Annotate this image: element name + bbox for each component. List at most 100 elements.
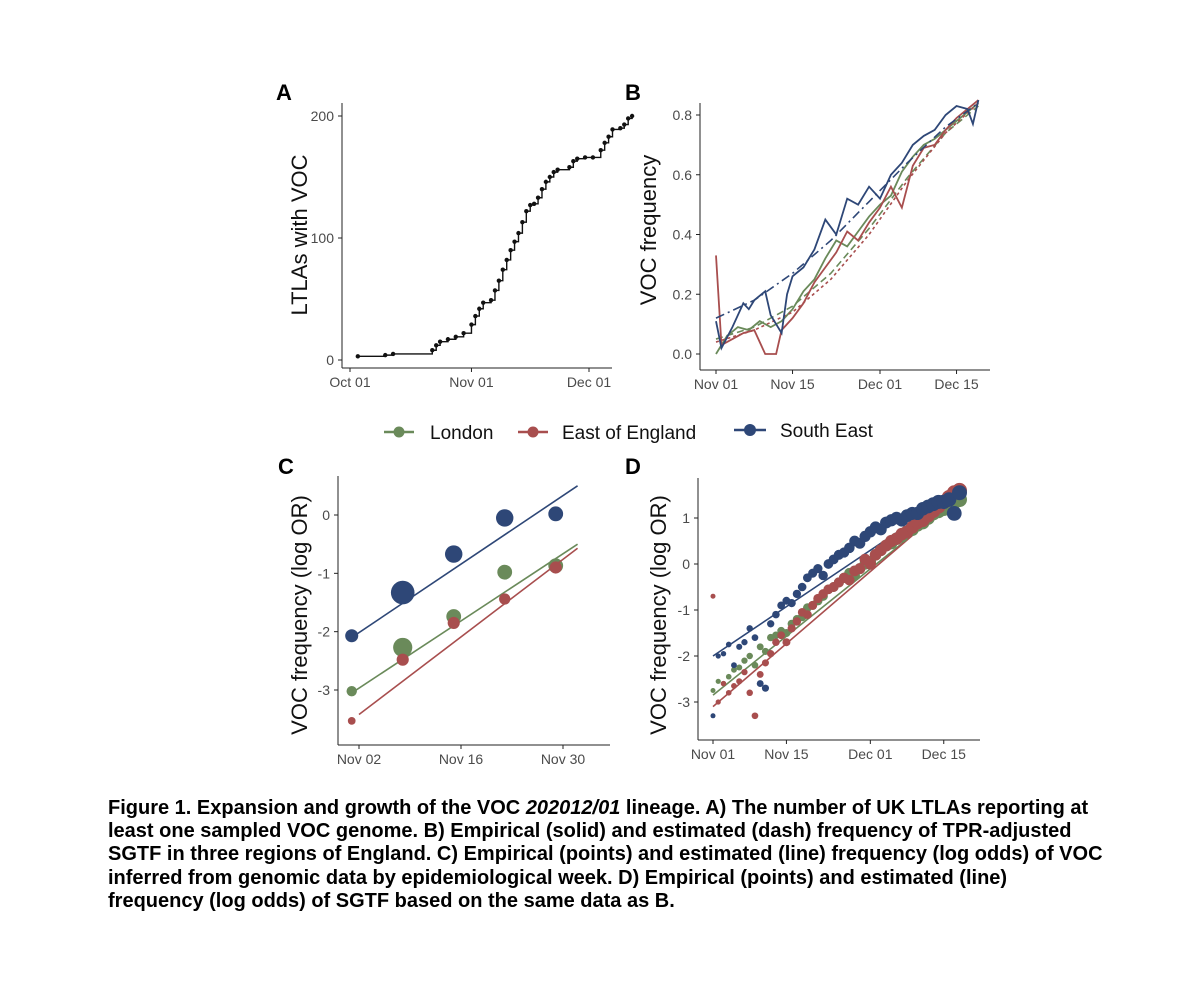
panel-a-point [524,208,529,214]
panel-a-point [520,219,525,225]
panel-a-label: A [276,80,292,105]
panel-b-ylabel: VOC frequency [636,155,661,305]
panel-b-y-tick: 0.2 [673,286,693,302]
panel-a-point [445,337,451,342]
panel-a-point [477,306,482,311]
panel-b-chart: B VOC frequency Nov 01 Nov 15 Dec 01 Dec 15… [625,80,990,392]
panel-a-point [355,354,361,359]
panel-d-point-east-of-england [715,699,721,705]
panel-a-point [606,134,611,139]
panel-c-fit-line-south-east [351,485,579,639]
panel-d-point-east-of-england [802,610,812,620]
panel-b-fitted-line-east-of-england [715,102,979,343]
panel-b-x-tick: Dec 01 [858,376,903,392]
panel-d-point-south-east [792,589,802,599]
panel-d-point-east-of-england [731,682,737,689]
panel-a-point [508,248,513,253]
panel-a-x-tick: Dec 01 [567,374,612,390]
panel-d-point-east-of-england [777,631,786,640]
panel-a-point [551,169,556,175]
panel-c-y-tick: -2 [318,624,331,640]
panel-d-x-tick: Nov 15 [764,746,809,762]
panel-d-point-london [731,666,737,673]
panel-c-label: C [278,454,294,479]
panel-c-y-tick: -1 [318,565,331,581]
panel-d-y-tick: 0 [682,556,690,572]
legend-label-east: East of England [562,423,696,444]
panel-b-x-tick: Nov 01 [694,376,739,392]
panel-d-y-tick: 1 [682,510,690,526]
panel-c-point-east-of-england [549,561,562,574]
panel-c-point-south-east [495,509,514,527]
legend-item-south-east: South East [734,421,874,442]
panel-d-point-east-of-england [736,678,743,685]
panel-a-point [492,288,498,293]
panel-c-point-south-east [390,580,415,605]
panel-a-step-line [357,116,633,358]
panel-d-point-east-of-england [767,650,775,658]
legend-item-east-of-england: East of England [518,423,696,444]
panel-d-point-london [751,661,759,669]
panel-d-point-london [736,664,743,671]
panel-d-y-tick: -2 [678,648,691,664]
panel-a-point [555,167,560,172]
panel-b-fitted-line-south-east [715,102,979,319]
panel-d-point-south-east [767,620,775,628]
caption-text: lineage. A) The number of UK LTLAs repor… [108,797,1103,912]
panel-b-y-tick: 0.8 [673,107,693,123]
panel-b-observed-line-london [715,102,979,355]
panel-d-point-east-of-england [844,574,855,586]
panel-d-point-south-east [710,713,716,719]
panel-a-point [437,339,443,344]
panel-d-point-south-east [756,680,764,688]
panel-d-point-south-east [736,643,743,650]
panel-a-point [598,147,603,153]
panel-d-point-south-east [751,634,759,641]
panel-c-y-tick: 0 [322,507,330,523]
panel-d-y-tick: -1 [678,602,691,618]
panel-b-x-tick: Nov 15 [770,376,815,392]
figure-caption: Figure 1. Expansion and growth of the VO… [108,797,1108,913]
panel-d-point-south-east [761,684,770,692]
panel-a-point [567,165,572,170]
panel-a-point [473,313,478,319]
legend-dot-london [393,426,405,438]
panel-c-point-south-east [444,545,463,563]
panel-a-point [571,158,576,164]
panel-c-fit-line-london [351,543,579,694]
panel-a-point [622,122,627,127]
panel-b-y-tick: 0.4 [673,227,693,243]
panel-a-point [547,174,553,180]
caption-lead: Figure 1. Expansion and growth of the VO… [108,797,526,819]
panel-a-point [481,300,486,305]
panel-d-point-south-east [772,610,780,619]
panel-a-x-tick: Nov 01 [449,374,494,390]
panel-c-point-london [393,637,413,658]
panel-c-point-london [346,685,357,697]
panel-a-point [539,187,545,192]
panel-a-point [469,322,474,327]
panel-d-x-tick: Dec 01 [848,746,893,762]
panel-c-fit-line-east-of-england [358,547,579,716]
panel-a-point [602,140,607,146]
panel-b-y-tick: 0.6 [673,167,693,183]
panel-b-label: B [625,80,641,105]
panel-d-point-east-of-england [725,689,732,696]
panel-c-point-south-east [345,629,359,643]
panel-d-point-south-east [720,650,727,657]
panel-b-y-tick: 0.0 [673,346,693,362]
panel-d-point-london [756,643,764,651]
panel-d-y-tick: -3 [678,694,691,710]
panel-b-fitted-line-london [715,105,979,340]
panel-d-label: D [625,454,641,479]
legend-item-london: London [384,423,493,444]
panel-d-point-south-east [941,492,957,507]
panel-a-point [625,116,631,121]
panel-a-chart: A LTLAs with VOC Oct 01 Nov 01 Dec 01 0 100 2… [276,80,635,390]
panel-d-point-south-east [746,625,753,632]
panel-d-point-east-of-england [710,593,716,599]
panel-d-point-london [725,673,732,680]
panel-a-point [504,257,509,263]
panel-d-point-east-of-england [751,712,759,720]
panel-a-point [500,267,506,272]
